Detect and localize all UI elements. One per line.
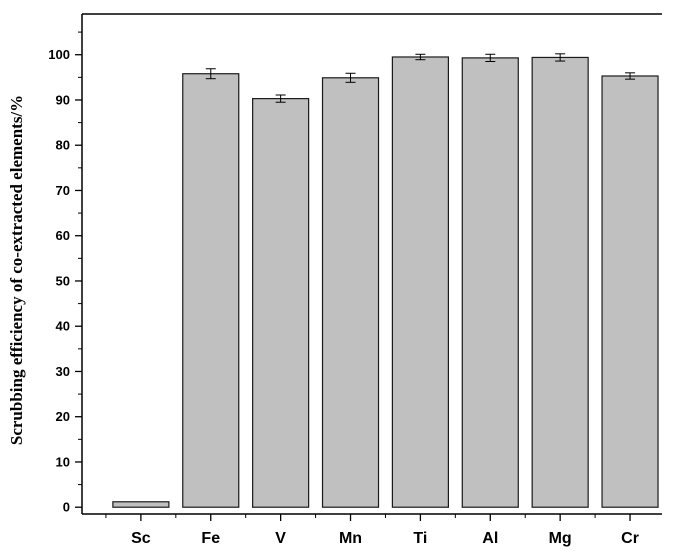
bar-sc xyxy=(112,501,170,508)
y-tick-label-0: 0 xyxy=(63,500,70,515)
bar-ti xyxy=(391,56,449,508)
x-tick-label-mn: Mn xyxy=(339,530,362,547)
error-bars-group xyxy=(205,53,636,103)
y-tick-label-30: 30 xyxy=(56,364,70,379)
bar-fe xyxy=(182,73,240,508)
x-tick-label-ti: Ti xyxy=(413,530,427,547)
x-axis-ticks: Sc Fe V Mn Ti Al Mg Cr xyxy=(105,514,639,547)
bar-cr xyxy=(601,75,659,508)
y-tick-label-100: 100 xyxy=(48,47,70,62)
y-tick-label-80: 80 xyxy=(56,138,70,153)
x-tick-label-v: V xyxy=(275,530,286,547)
x-tick-label-mg: Mg xyxy=(549,530,572,547)
y-tick-label-70: 70 xyxy=(56,183,70,198)
bar-v xyxy=(252,98,310,508)
x-tick-label-cr: Cr xyxy=(621,530,639,547)
y-tick-label-50: 50 xyxy=(56,273,70,288)
y-tick-label-60: 60 xyxy=(56,228,70,243)
y-tick-label-10: 10 xyxy=(56,454,70,469)
y-axis-ticks: 0 10 20 30 40 50 60 70 80 90 100 xyxy=(48,31,82,515)
bars-group xyxy=(112,56,659,508)
y-tick-label-90: 90 xyxy=(56,92,70,107)
bar-al xyxy=(461,57,519,508)
y-tick-label-40: 40 xyxy=(56,319,70,334)
x-tick-label-al: Al xyxy=(482,530,498,547)
axes-group xyxy=(81,13,662,515)
y-tick-label-20: 20 xyxy=(56,409,70,424)
y-axis-title: Scrubbing efficiency of co-extracted ele… xyxy=(7,95,26,445)
x-tick-label-sc: Sc xyxy=(131,530,151,547)
bar-mn xyxy=(321,77,380,508)
bar-mg xyxy=(531,56,589,508)
x-tick-label-fe: Fe xyxy=(201,530,220,547)
